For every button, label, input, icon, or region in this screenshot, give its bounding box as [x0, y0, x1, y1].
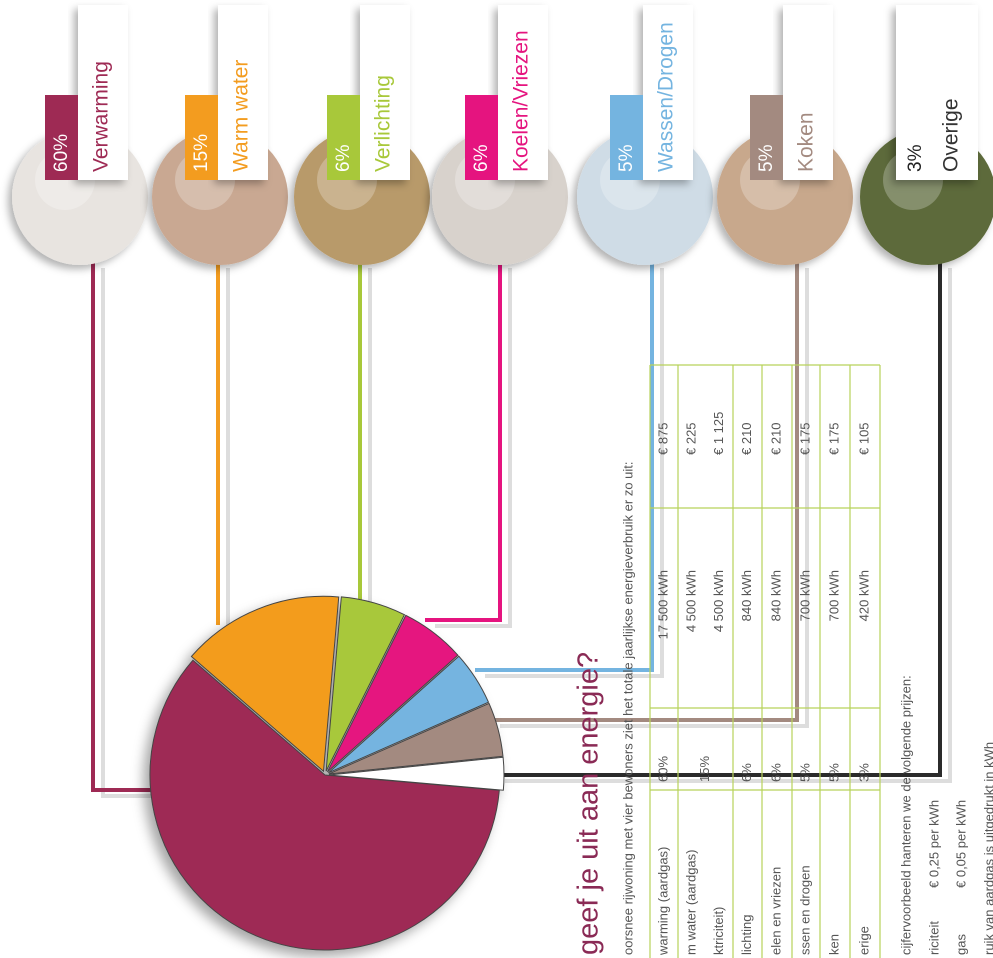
table-kwh: 17 500 kWh	[655, 570, 670, 639]
price-value: € 0,05 per kWh	[953, 800, 968, 888]
category-label: Koken	[795, 112, 818, 172]
prices-intro: cijfervoorbeeld hanteren we de volgende …	[898, 675, 913, 955]
table-kwh: 840 kWh	[739, 570, 754, 621]
table-label: warming (aardgas)	[655, 847, 670, 956]
price-label: riciteit	[926, 921, 941, 955]
table-kwh: 700 kWh	[826, 570, 841, 621]
pct-label: 5%	[756, 144, 777, 172]
table-pct: 6%	[768, 763, 783, 782]
table-label: ssen en drogen	[797, 865, 812, 955]
category-label: Verwarming	[90, 61, 113, 172]
table-kwh: 840 kWh	[768, 570, 783, 621]
table-cost: € 105	[856, 422, 871, 455]
category-label: Koelen/Vriezen	[510, 30, 533, 172]
category-label: Wassen/Drogen	[655, 22, 678, 172]
table-label: ken	[826, 934, 841, 955]
table-kwh: 4 500 kWh	[711, 570, 726, 632]
table-cost: € 875	[655, 422, 670, 455]
price-label: gas	[953, 934, 968, 955]
price-value: € 0,25 per kWh	[926, 800, 941, 888]
pct-label: 60%	[51, 134, 72, 172]
category-label: Overige	[940, 98, 963, 172]
table-pct: 3%	[856, 763, 871, 782]
table-cost: € 225	[683, 422, 698, 455]
pct-label: 6%	[333, 144, 354, 172]
photo-circles: 60% Verwarming 15% Warm water 6% Verlichting 6…	[12, 5, 993, 265]
table-pct: 5%	[797, 763, 812, 782]
pie	[150, 596, 504, 950]
table-label: lichting	[739, 915, 754, 955]
table-kwh: 700 kWh	[797, 570, 812, 621]
table-pct: 5%	[826, 763, 841, 782]
pct-label: 6%	[471, 144, 492, 172]
table-cost: € 210	[768, 422, 783, 455]
title: geef je uit aan energie?	[573, 652, 605, 955]
table-cost: € 175	[826, 422, 841, 455]
connector	[495, 262, 940, 775]
table-cost: € 210	[739, 422, 754, 455]
table-label: ktriciteit)	[711, 907, 726, 955]
pct-label: 15%	[191, 134, 212, 172]
table-kwh: 4 500 kWh	[683, 570, 698, 632]
table-pct: 15%	[697, 756, 712, 782]
table-kwh: 420 kWh	[856, 570, 871, 621]
table-cost: € 1 125	[711, 412, 726, 455]
intro: oorsnee rijwoning met vier bewoners ziet…	[620, 461, 635, 955]
connector	[490, 262, 797, 720]
table-label: elen en vriezen	[768, 867, 783, 955]
table-cost: € 175	[797, 422, 812, 455]
page: { "title": "geef je uit aan energie?", "…	[0, 0, 993, 958]
infographic: 60% Verwarming 15% Warm water 6% Verlichting 6…	[0, 0, 993, 958]
table-label: m water (aardgas)	[683, 850, 698, 955]
table: warming (aardgas) 60% 17 500 kWh € 875 m wat…	[650, 365, 880, 958]
pct-label: 3%	[905, 144, 926, 172]
connector	[425, 262, 500, 620]
pct-label: 5%	[616, 144, 637, 172]
footnote: ruik van aardgas is uitgedrukt in kWh	[981, 742, 993, 955]
category-label: Verlichting	[372, 75, 395, 172]
category-label: Warm water	[230, 60, 253, 172]
table-label: erige	[856, 926, 871, 955]
table-pct: 60%	[655, 756, 670, 782]
table-pct: 6%	[739, 763, 754, 782]
